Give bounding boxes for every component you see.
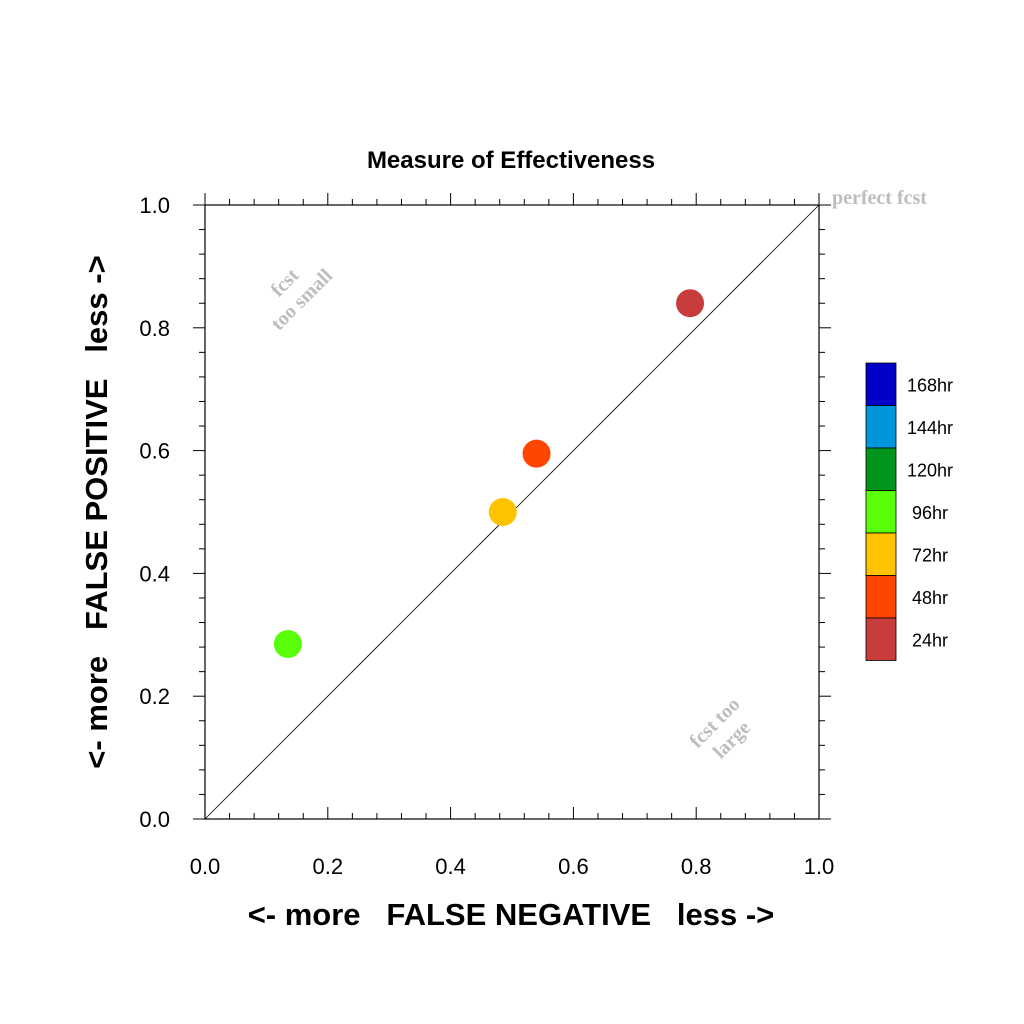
x-tick-label: 0.4: [435, 854, 466, 879]
annotation-perfect-fcst: perfect fcst: [832, 187, 927, 209]
legend-label-48hr: 48hr: [912, 588, 948, 608]
point-24hr: [676, 289, 705, 318]
legend-label-144hr: 144hr: [907, 418, 953, 438]
x-axis-label: <- more FALSE NEGATIVE less ->: [248, 897, 775, 932]
y-tick-label: 0.4: [139, 561, 170, 586]
y-tick-label: 0.0: [139, 807, 170, 832]
legend-swatch-72hr: [865, 532, 897, 576]
legend-label-72hr: 72hr: [912, 545, 948, 565]
legend-swatch-144hr: [865, 405, 897, 449]
y-tick-label: 0.6: [139, 439, 170, 464]
legend-label-96hr: 96hr: [912, 503, 948, 523]
y-tick-label: 0.2: [139, 684, 170, 709]
legend-swatch-168hr: [865, 362, 897, 406]
plot-marks: [204, 204, 820, 820]
x-tick-label: 0.8: [681, 854, 712, 879]
point-48hr: [522, 439, 551, 468]
legend-label-24hr: 24hr: [912, 630, 948, 650]
y-tick-label: 1.0: [139, 193, 170, 218]
y-tick-label: 0.8: [139, 316, 170, 341]
point-96hr: [273, 630, 302, 659]
x-tick-label: 0.2: [313, 854, 344, 879]
plot-axes: 0.0 0.2 0.4 0.6 0.8 1.0 0.0 0.2 0.4 0.6 0.8 1.0: [139, 193, 834, 879]
chart-title: Measure of Effectiveness: [367, 147, 655, 174]
legend-swatch-120hr: [865, 447, 897, 491]
plot-frame: [204, 204, 820, 820]
x-tick-label: 1.0: [804, 854, 835, 879]
legend: 168hr 144hr 120hr 96hr 72hr 48hr 24hr: [865, 362, 953, 661]
x-tick-label: 0.0: [190, 854, 221, 879]
legend-swatch-24hr: [865, 617, 897, 661]
legend-swatch-48hr: [865, 575, 897, 619]
legend-swatch-96hr: [865, 490, 897, 534]
x-tick-label: 0.6: [558, 854, 589, 879]
y-axis-label: <- more FALSE POSITIVE less ->: [79, 255, 114, 768]
legend-label-168hr: 168hr: [907, 375, 953, 395]
legend-label-120hr: 120hr: [907, 460, 953, 480]
point-72hr: [488, 498, 517, 526]
